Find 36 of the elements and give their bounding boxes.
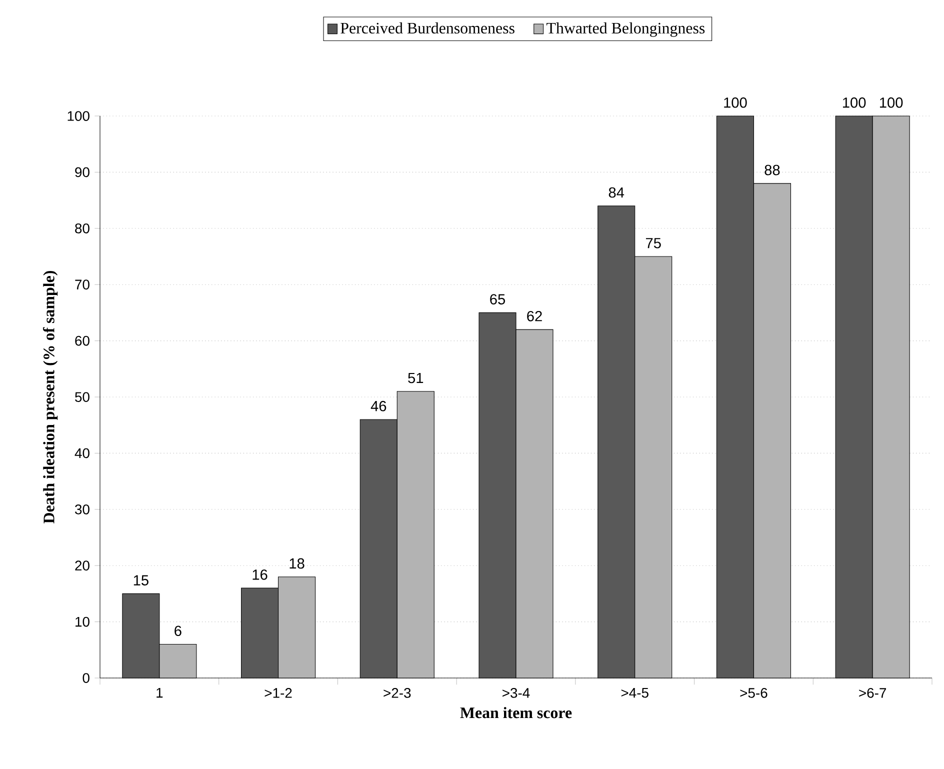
x-tick-label: >3-4	[502, 688, 530, 698]
y-tick-label: 10	[76, 616, 90, 627]
data-label: 100	[724, 97, 747, 108]
legend-label: Thwarted Belongingness	[546, 22, 705, 37]
data-label: 75	[646, 238, 661, 248]
data-label: 100	[880, 97, 903, 108]
y-tick-label: 100	[68, 111, 90, 121]
x-tick-label: 1	[156, 688, 163, 698]
x-tick-label: >4-5	[621, 688, 648, 698]
y-tick-label: 20	[75, 560, 90, 571]
data-label: 62	[527, 310, 542, 322]
x-tick-label: >1-2	[264, 688, 292, 698]
data-label: 18	[290, 558, 304, 569]
x-tick-label: >2-3	[384, 688, 411, 698]
x-axis-title: Mean item score	[460, 707, 572, 718]
data-label: 16	[252, 570, 268, 580]
y-tick-label: 0	[82, 673, 90, 683]
data-label: 46	[370, 400, 386, 412]
legend-label: Perceived Burdensomeness	[340, 22, 514, 34]
data-label: 84	[608, 187, 624, 198]
x-tick-label: >6-7	[859, 688, 886, 698]
data-label: 51	[408, 372, 424, 384]
x-tick-label: >5-6	[740, 688, 768, 698]
data-label: 6	[174, 626, 182, 636]
y-tick-label: 60	[75, 336, 90, 346]
y-tick-label: 40	[74, 448, 90, 458]
data-label: 88	[764, 164, 780, 176]
y-tick-label: 90	[75, 167, 90, 178]
data-label: 15	[134, 575, 148, 586]
data-label: 100	[842, 97, 866, 108]
y-tick-label: 50	[75, 392, 90, 402]
data-label: 65	[490, 294, 505, 304]
y-tick-label: 80	[75, 223, 90, 234]
y-tick-label: 70	[75, 280, 90, 290]
y-tick-label: 30	[75, 504, 90, 514]
y-axis-title: Death ideation present (% of sample)	[42, 271, 58, 524]
